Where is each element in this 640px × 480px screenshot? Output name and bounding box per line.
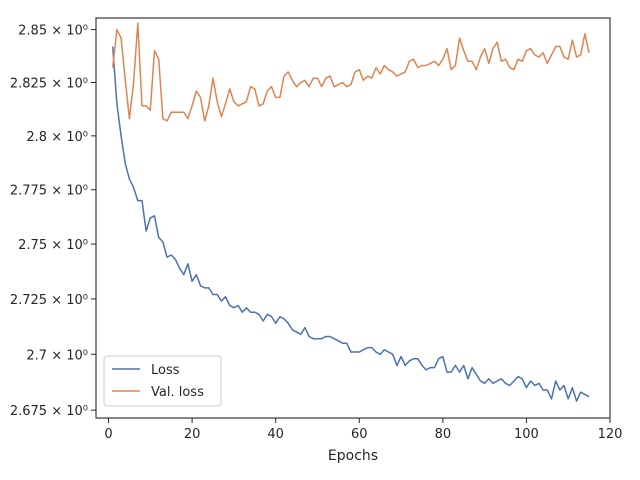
y-tick-label: 2.675 × 10⁰ [10,404,88,419]
y-tick-label: 2.775 × 10⁰ [10,184,88,199]
y-tick-label: 2.85 × 10⁰ [18,24,88,39]
y-tick-label: 2.7 × 10⁰ [26,348,88,363]
x-axis-label: Epochs [328,448,378,464]
x-tick-label: 100 [514,427,539,442]
legend-label: Loss [151,363,180,378]
x-axis: 0 20 40 60 80 100 120 [104,418,622,442]
y-tick-label: 2.825 × 10⁰ [10,76,88,91]
x-tick-label: 20 [184,427,201,442]
legend-label: Val. loss [151,385,204,400]
y-tick-label: 2.8 × 10⁰ [26,130,88,145]
series-layer [111,22,590,402]
x-tick-label: 0 [104,427,112,442]
series-line-0 [111,46,590,402]
y-tick-label: 2.75 × 10⁰ [18,238,88,253]
x-tick-label: 40 [267,427,284,442]
x-tick-label: 80 [435,427,452,442]
series-line-1 [111,22,590,122]
y-tick-label: 2.725 × 10⁰ [10,293,88,308]
x-tick-label: 60 [351,427,368,442]
x-tick-label: 120 [598,427,623,442]
axes-frame [95,17,611,419]
y-axis: 2.675 × 10⁰ 2.7 × 10⁰ 2.725 × 10⁰ 2.75 × 10… [10,24,96,419]
legend: Loss Val. loss [103,355,222,407]
